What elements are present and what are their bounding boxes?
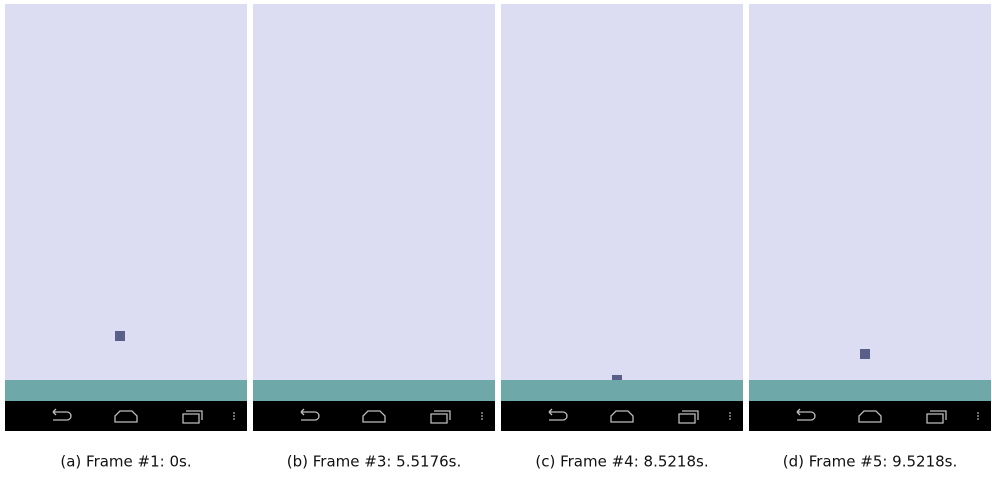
square [612,375,622,380]
screenshot-b [253,4,495,431]
caption: (a) Frame #1: 0s. [60,453,191,471]
figure: (a) Frame #1: 0s. (b) Frame #3: 5.5176s.… [0,0,992,479]
screenshot-a [5,4,247,431]
square [860,349,870,359]
square [115,331,125,341]
caption: (b) Frame #3: 5.5176s. [287,453,462,471]
caption: (d) Frame #5: 9.5218s. [783,453,958,471]
caption: (c) Frame #4: 8.5218s. [535,453,708,471]
screenshot-c [501,4,743,431]
screenshot-d [749,4,991,431]
